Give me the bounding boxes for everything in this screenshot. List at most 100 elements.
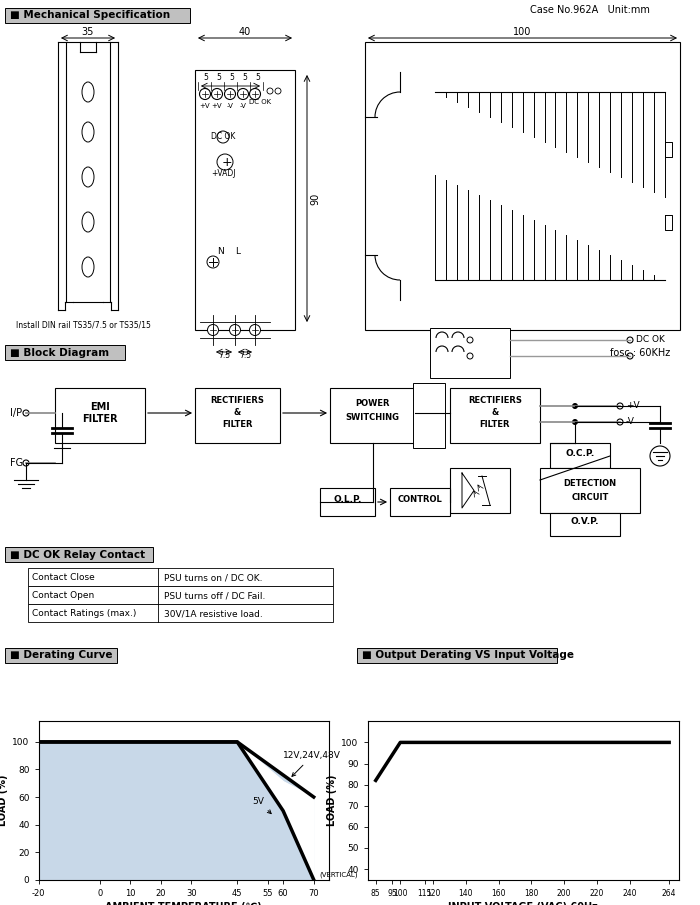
- Text: O.V.P.: O.V.P.: [570, 518, 599, 527]
- Text: -V: -V: [626, 417, 635, 426]
- Circle shape: [225, 89, 235, 100]
- Ellipse shape: [82, 212, 94, 232]
- Ellipse shape: [82, 257, 94, 277]
- Text: O.C.P.: O.C.P.: [566, 449, 594, 458]
- Bar: [390, 488, 450, 516]
- Text: -V: -V: [227, 103, 233, 109]
- Y-axis label: LOAD (%): LOAD (%): [327, 775, 337, 826]
- Circle shape: [237, 89, 248, 100]
- Text: +V: +V: [211, 103, 223, 109]
- Bar: [430, 328, 510, 378]
- Text: ■ Derating Curve: ■ Derating Curve: [10, 651, 113, 661]
- Text: POWER: POWER: [355, 399, 390, 408]
- Text: 30V/1A resistive load.: 30V/1A resistive load.: [164, 609, 262, 618]
- Text: I/P: I/P: [10, 408, 22, 418]
- Circle shape: [217, 131, 229, 143]
- Text: fosc : 60KHz: fosc : 60KHz: [610, 348, 671, 358]
- Text: PSU turns on / DC OK.: PSU turns on / DC OK.: [164, 574, 262, 583]
- Text: Case No.962A   Unit:mm: Case No.962A Unit:mm: [530, 5, 650, 15]
- Text: -V: -V: [239, 103, 246, 109]
- Bar: [357, 648, 557, 663]
- Text: Contact Open: Contact Open: [32, 592, 94, 601]
- Y-axis label: LOAD (%): LOAD (%): [0, 775, 8, 826]
- Text: +V: +V: [626, 402, 640, 411]
- Circle shape: [23, 410, 29, 416]
- Circle shape: [23, 460, 29, 466]
- Bar: [28, 586, 333, 604]
- Bar: [195, 388, 280, 443]
- Circle shape: [217, 154, 233, 170]
- Circle shape: [572, 403, 578, 409]
- Circle shape: [211, 89, 223, 100]
- Text: DC OK: DC OK: [636, 336, 665, 345]
- Circle shape: [249, 89, 260, 100]
- Bar: [550, 443, 610, 468]
- Bar: [450, 388, 540, 443]
- Text: +V: +V: [199, 103, 210, 109]
- Text: 5: 5: [230, 73, 235, 82]
- Text: Contact Ratings (max.): Contact Ratings (max.): [32, 609, 136, 618]
- Circle shape: [249, 325, 260, 336]
- Text: Contact Close: Contact Close: [32, 574, 94, 583]
- Text: &: &: [491, 408, 498, 417]
- Text: CONTROL: CONTROL: [398, 495, 442, 504]
- Text: 5: 5: [204, 73, 209, 82]
- Text: PSU turns off / DC Fail.: PSU turns off / DC Fail.: [164, 592, 265, 601]
- Text: SWITCHING: SWITCHING: [346, 413, 400, 422]
- Text: DETECTION: DETECTION: [564, 479, 617, 488]
- Text: FILTER: FILTER: [480, 420, 510, 429]
- Bar: [55, 388, 145, 443]
- Text: 35: 35: [82, 27, 94, 37]
- Bar: [550, 513, 620, 536]
- Bar: [540, 468, 640, 513]
- Circle shape: [207, 256, 219, 268]
- Text: 12V,24V,48V: 12V,24V,48V: [283, 751, 341, 776]
- Bar: [5, 547, 153, 562]
- X-axis label: AMBIENT TEMPERATURE (℃): AMBIENT TEMPERATURE (℃): [106, 902, 262, 905]
- Text: 7.5: 7.5: [239, 351, 251, 360]
- Text: ■ Output Derating VS Input Voltage: ■ Output Derating VS Input Voltage: [362, 651, 574, 661]
- Text: 5: 5: [256, 73, 260, 82]
- Circle shape: [275, 88, 281, 94]
- Circle shape: [572, 419, 578, 425]
- Text: +: +: [222, 156, 232, 168]
- Text: ■ Mechanical Specification: ■ Mechanical Specification: [10, 11, 170, 21]
- Circle shape: [650, 446, 670, 466]
- Circle shape: [230, 325, 241, 336]
- Text: ■ DC OK Relay Contact: ■ DC OK Relay Contact: [10, 549, 145, 559]
- Text: FILTER: FILTER: [82, 414, 118, 424]
- Text: 100: 100: [513, 27, 532, 37]
- Text: N: N: [217, 247, 224, 256]
- Text: L: L: [235, 247, 240, 256]
- Text: FILTER: FILTER: [223, 420, 253, 429]
- Text: DC OK: DC OK: [211, 132, 235, 141]
- Text: CIRCUIT: CIRCUIT: [571, 493, 609, 502]
- Text: RECTIFIERS: RECTIFIERS: [468, 396, 522, 405]
- Text: +VADJ: +VADJ: [211, 169, 235, 178]
- Text: 5V: 5V: [253, 797, 271, 814]
- Circle shape: [627, 353, 633, 359]
- Text: RECTIFIERS: RECTIFIERS: [211, 396, 265, 405]
- Circle shape: [199, 89, 211, 100]
- Circle shape: [207, 325, 218, 336]
- Circle shape: [267, 88, 273, 94]
- Circle shape: [467, 353, 473, 359]
- Text: EMI: EMI: [90, 403, 110, 413]
- Bar: [195, 70, 295, 330]
- Bar: [450, 468, 510, 513]
- Ellipse shape: [82, 122, 94, 142]
- Bar: [28, 568, 333, 586]
- Ellipse shape: [82, 167, 94, 187]
- Text: 90: 90: [310, 193, 320, 205]
- Bar: [320, 488, 375, 516]
- Bar: [330, 388, 415, 443]
- Text: Install DIN rail TS35/7.5 or TS35/15: Install DIN rail TS35/7.5 or TS35/15: [15, 320, 150, 329]
- X-axis label: INPUT VOLTAGE (VAC) 60Hz: INPUT VOLTAGE (VAC) 60Hz: [449, 902, 598, 905]
- Bar: [413, 383, 445, 448]
- Bar: [5, 8, 190, 23]
- Text: 40: 40: [239, 27, 251, 37]
- Text: 5: 5: [216, 73, 221, 82]
- Bar: [5, 648, 117, 663]
- Ellipse shape: [82, 82, 94, 102]
- Circle shape: [617, 419, 623, 425]
